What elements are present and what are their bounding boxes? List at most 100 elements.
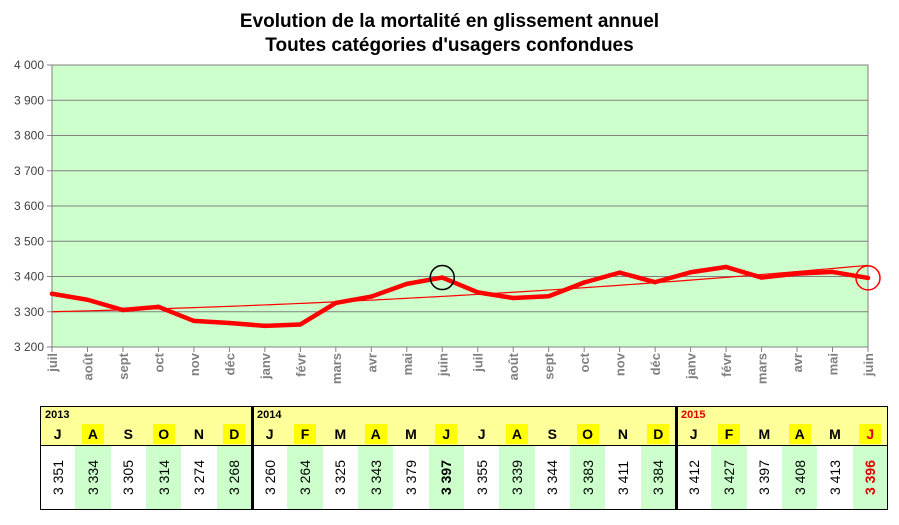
value-cell: 3 383 [569,446,606,510]
y-tick-label: 3 800 [14,129,44,143]
month-letter: O [152,424,175,444]
month-cell: D [641,423,676,445]
month-cell: J [429,423,464,445]
data-point [49,291,55,296]
x-tick-label: nov [187,352,202,376]
month-letter: M [829,426,841,442]
data-point [475,290,480,295]
month-letter: S [547,426,557,442]
x-tick-label: mars [755,353,770,384]
highlight-circle [429,264,456,291]
data-point [759,275,764,280]
x-tick-label: sept [542,352,557,379]
y-tick-label: 3 200 [14,340,44,354]
month-letter: J [265,426,274,442]
year-header: 2015 J F M A M J [676,406,888,446]
month-cell: O [570,423,605,445]
value-cell: 3 397 [428,446,464,510]
month-letter: A [81,424,104,444]
value-text: 3 427 [720,460,737,496]
x-tick-label: févr [293,353,308,377]
y-tick-label: 3 500 [14,234,44,248]
month-letter: D [223,424,246,444]
x-tick-label: juil [45,353,60,373]
month-cell: S [535,423,570,445]
value-text: 3 344 [544,460,561,496]
x-tick-label: nov [613,352,628,376]
y-tick-label: 3 900 [14,93,44,107]
data-point [369,294,374,299]
line-chart: 3 200 3 300 3 400 3 500 3 600 3 700 3 800 3 900… [14,58,881,384]
year-label: 2015 [681,409,706,421]
data-point [546,294,551,299]
x-tick-label: août [80,352,95,380]
data-point [440,275,445,280]
y-tick-label: 3 700 [14,164,44,178]
month-letter: D [647,424,670,444]
x-tick-label: août [506,352,521,380]
value-cell: 3 408 [781,446,818,510]
x-tick-label: juin [861,353,876,377]
month-letter: J [689,426,698,442]
value-row: 3 412 3 427 3 397 3 408 3 413 3 396 [676,446,888,510]
value-text: 3 305 [120,460,137,496]
month-cell: F [287,423,322,445]
data-point [723,264,729,270]
data-point [794,271,800,276]
year-label: 2014 [257,409,282,421]
month-cell: M [747,423,782,445]
month-cell: J [464,423,499,445]
x-tick-label: mai [400,353,415,375]
value-cell: 3 264 [287,446,323,510]
value-text: 3 351 [49,460,66,496]
x-tick-label: avr [790,353,805,373]
value-cell: 3 427 [711,446,747,510]
x-tick-label: juil [471,353,486,373]
month-cell: A [499,423,534,445]
data-point [262,323,268,329]
y-tick-label: 3 600 [14,199,44,213]
data-point [830,269,835,275]
month-cell: F [711,423,746,445]
value-text: 3 325 [332,460,349,496]
data-point [652,279,658,285]
month-letter: N [617,426,628,442]
chart-title: Evolution de la mortalité en glissement … [0,10,899,58]
value-text: 3 413 [826,460,843,496]
value-cell: 3 274 [181,446,216,510]
month-cell: A [782,423,817,445]
x-tick-label: oct [577,352,592,372]
data-point [581,280,587,285]
value-cell: 3 344 [535,446,570,510]
data-point [404,281,409,287]
value-text: 3 383 [579,460,596,496]
data-point [120,307,126,313]
value-cell: 3 351 [40,446,75,510]
year-header: 2013 J A S O N D [40,406,252,446]
month-cell: O [146,423,181,445]
chart-title-line-2: Toutes catégories d'usagers confondues [265,35,634,56]
y-tick-label: 4 000 [14,58,44,72]
x-tick-label: janv [684,352,699,380]
x-tick-label: sept [116,352,131,379]
value-row: 3 351 3 334 3 305 3 314 3 274 3 268 [40,446,252,510]
value-cell: 3 260 [252,446,287,510]
month-cell: M [817,423,852,445]
value-cell: 3 396 [852,446,888,510]
x-tick-label: janv [258,352,273,380]
value-text: 3 274 [190,460,207,496]
data-point [227,320,232,326]
value-text: 3 268 [226,460,243,496]
value-text: 3 314 [155,460,172,496]
data-point [191,318,197,324]
value-text: 3 334 [84,460,101,496]
chart-title-line-1: Evolution de la mortalité en glissement … [239,11,660,32]
month-letter: F [293,424,316,444]
value-text: 3 379 [402,460,419,496]
month-letter: F [717,424,740,444]
year-group: 2013 J A S O N D 3 351 3 334 3 305 3 314 3 274 3 268 [40,406,252,510]
value-text: 3 339 [508,460,525,496]
data-point [688,270,693,275]
value-text: 3 411 [614,461,631,495]
